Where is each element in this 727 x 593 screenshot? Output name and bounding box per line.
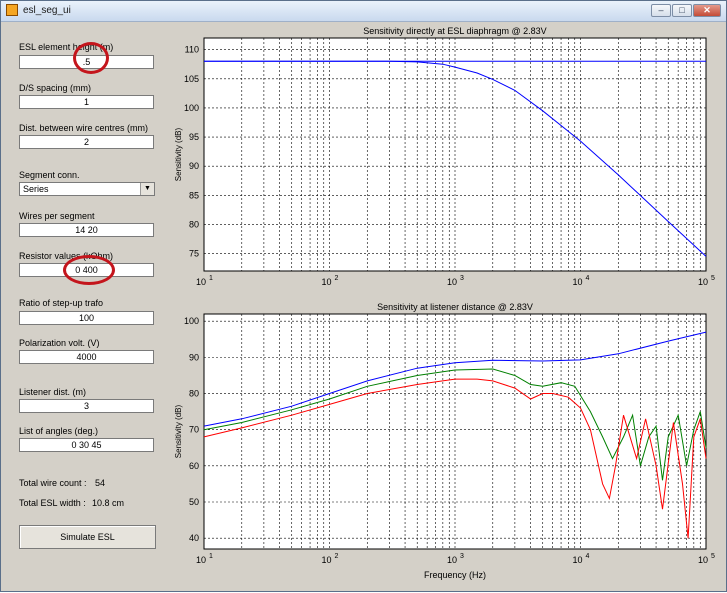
x-tick-exponent: 5 bbox=[711, 275, 715, 282]
wire-dist-input[interactable]: 2 bbox=[19, 135, 154, 149]
x-tick-label: 10 bbox=[698, 277, 708, 287]
y-tick-label: 100 bbox=[184, 316, 199, 326]
x-tick-label: 10 bbox=[447, 555, 457, 565]
resistor-label: Resistor values (kOhm) bbox=[19, 251, 114, 261]
x-tick-exponent: 3 bbox=[460, 553, 464, 560]
maximize-button[interactable]: □ bbox=[672, 4, 692, 17]
x-tick-exponent: 1 bbox=[209, 275, 213, 282]
y-tick-label: 80 bbox=[189, 219, 199, 229]
title-bar: esl_seg_ui – □ ✕ bbox=[1, 1, 726, 22]
series-line bbox=[203, 331, 707, 427]
total-width-label: Total ESL width : bbox=[19, 498, 86, 508]
segment-conn-dropdown[interactable]: Series ▼ bbox=[19, 182, 155, 196]
x-tick-exponent: 4 bbox=[586, 553, 590, 560]
polarization-input[interactable]: 4000 bbox=[19, 350, 154, 364]
wires-per-segment-label: Wires per segment bbox=[19, 211, 95, 221]
y-tick-label: 110 bbox=[185, 45, 199, 55]
series-line bbox=[204, 60, 707, 257]
y-tick-label: 90 bbox=[189, 352, 199, 362]
x-tick-label: 10 bbox=[196, 555, 206, 565]
x-tick-exponent: 3 bbox=[460, 275, 464, 282]
angles-input[interactable]: 0 30 45 bbox=[19, 438, 154, 452]
y-tick-label: 60 bbox=[189, 461, 199, 471]
minimize-button[interactable]: – bbox=[651, 4, 671, 17]
ds-spacing-label: D/S spacing (mm) bbox=[19, 83, 92, 93]
trafo-label: Ratio of step-up trafo bbox=[19, 298, 104, 308]
app-icon bbox=[6, 4, 18, 16]
chart-title: Sensitivity at listener distance @ 2.83V bbox=[377, 302, 533, 312]
y-tick-label: 100 bbox=[184, 103, 199, 113]
highlight-circle bbox=[73, 42, 109, 74]
wires-per-segment-input[interactable]: 14 20 bbox=[19, 223, 154, 237]
x-tick-label: 10 bbox=[321, 277, 331, 287]
x-tick-exponent: 5 bbox=[711, 553, 715, 560]
highlight-circle bbox=[63, 255, 115, 285]
close-button[interactable]: ✕ bbox=[693, 4, 721, 17]
x-tick-label: 10 bbox=[572, 555, 582, 565]
x-tick-label: 10 bbox=[321, 555, 331, 565]
chart-title: Sensitivity directly at ESL diaphragm @ … bbox=[363, 26, 546, 36]
chevron-down-icon[interactable]: ▼ bbox=[140, 183, 154, 195]
y-tick-label: 70 bbox=[189, 425, 199, 435]
y-tick-label: 85 bbox=[189, 190, 199, 200]
simulate-button[interactable]: Simulate ESL bbox=[19, 525, 156, 549]
series-line bbox=[203, 378, 707, 539]
y-tick-label: 40 bbox=[189, 533, 199, 543]
x-tick-exponent: 2 bbox=[335, 275, 339, 282]
total-wire-value: 54 bbox=[95, 478, 106, 488]
trafo-input[interactable]: 100 bbox=[19, 311, 154, 325]
window-title: esl_seg_ui bbox=[23, 5, 71, 16]
element-height-label: ESL element height (m) bbox=[19, 42, 114, 52]
x-axis-label: Frequency (Hz) bbox=[424, 570, 486, 580]
y-tick-label: 95 bbox=[189, 132, 199, 142]
grid bbox=[204, 38, 706, 271]
ds-spacing-input[interactable]: 1 bbox=[19, 95, 154, 109]
x-tick-exponent: 4 bbox=[586, 275, 590, 282]
y-tick-label: 80 bbox=[189, 389, 199, 399]
segment-conn-value: Series bbox=[23, 184, 49, 194]
total-width-value: 10.8 cm bbox=[92, 498, 125, 508]
y-axis-label: Sensitivity (dB) bbox=[174, 127, 183, 181]
angles-label: List of angles (deg.) bbox=[19, 426, 99, 436]
y-axis-label: Sensitivity (dB) bbox=[174, 404, 183, 458]
x-tick-label: 10 bbox=[572, 277, 582, 287]
total-wire-label: Total wire count : bbox=[19, 478, 87, 488]
y-tick-label: 50 bbox=[189, 497, 199, 507]
x-tick-exponent: 2 bbox=[335, 553, 339, 560]
x-tick-label: 10 bbox=[447, 277, 457, 287]
segment-conn-label: Segment conn. bbox=[19, 170, 80, 180]
y-tick-label: 90 bbox=[189, 161, 199, 171]
listener-input[interactable]: 3 bbox=[19, 399, 154, 413]
y-tick-label: 75 bbox=[189, 249, 199, 259]
listener-label: Listener dist. (m) bbox=[19, 387, 87, 397]
wire-dist-label: Dist. between wire centres (mm) bbox=[19, 123, 149, 133]
polarization-label: Polarization volt. (V) bbox=[19, 338, 100, 348]
y-tick-label: 105 bbox=[184, 74, 199, 84]
x-tick-label: 10 bbox=[196, 277, 206, 287]
x-tick-label: 10 bbox=[698, 555, 708, 565]
x-tick-exponent: 1 bbox=[209, 553, 213, 560]
